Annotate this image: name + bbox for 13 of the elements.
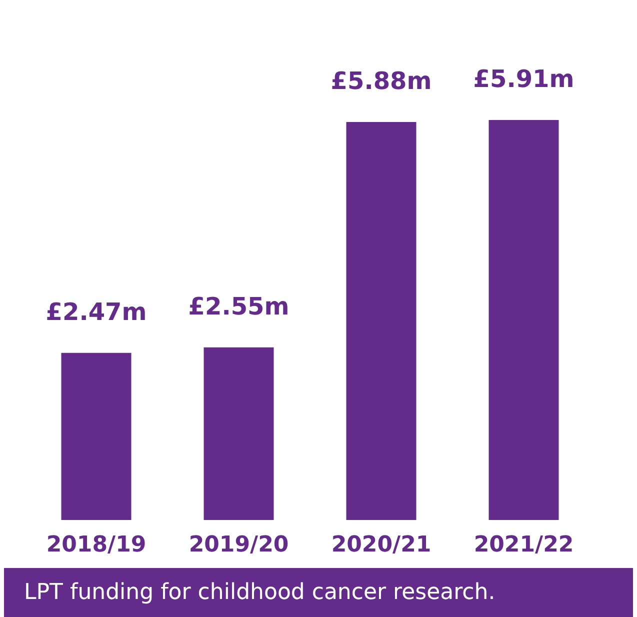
x-tick-label: 2021/22 [474,532,574,558]
bar [346,122,416,520]
x-tick-label: 2018/19 [46,532,146,558]
x-tick-label: 2019/20 [188,532,289,558]
data-label: £2.55m [188,292,290,320]
bar [488,120,559,520]
x-tick-label: 2020/21 [331,532,432,558]
data-label: £2.47m [46,298,147,326]
text: LPT funding for childhood cancer research. [4,568,633,617]
bar [61,352,132,520]
data-label: £5.91m [473,65,574,93]
bar [204,347,274,520]
data-label: £5.88m [330,67,432,96]
